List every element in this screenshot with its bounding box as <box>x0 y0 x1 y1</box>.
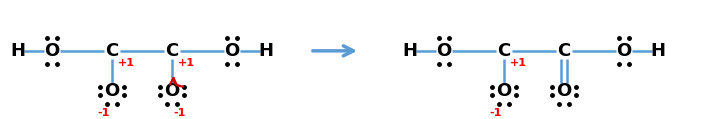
Text: O: O <box>224 42 240 60</box>
Text: C: C <box>557 42 571 60</box>
Text: +1: +1 <box>118 58 135 68</box>
Text: +1: +1 <box>510 58 527 68</box>
Text: C: C <box>165 42 179 60</box>
Text: H: H <box>403 42 418 60</box>
Text: C: C <box>106 42 118 60</box>
Text: H: H <box>11 42 26 60</box>
Text: -1: -1 <box>174 108 186 118</box>
Text: O: O <box>557 82 571 100</box>
Text: H: H <box>650 42 666 60</box>
Text: -1: -1 <box>490 108 502 118</box>
Text: O: O <box>45 42 60 60</box>
Text: O: O <box>616 42 632 60</box>
Text: -1: -1 <box>98 108 110 118</box>
Text: H: H <box>259 42 274 60</box>
Text: O: O <box>104 82 120 100</box>
Text: O: O <box>164 82 179 100</box>
Text: C: C <box>498 42 510 60</box>
Text: O: O <box>496 82 512 100</box>
Text: +1: +1 <box>177 58 194 68</box>
Text: O: O <box>436 42 452 60</box>
